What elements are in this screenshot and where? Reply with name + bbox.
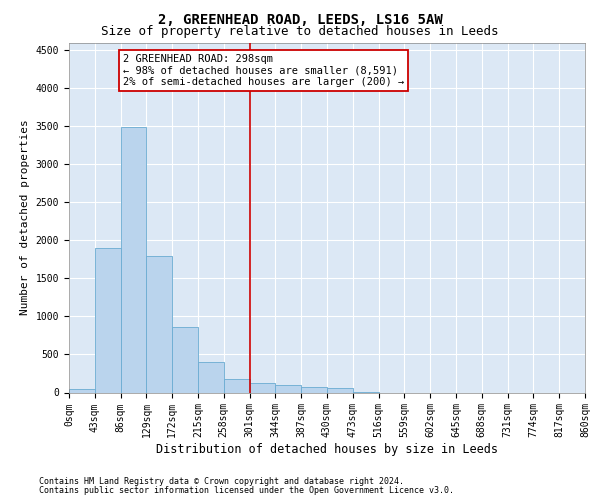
Text: Size of property relative to detached houses in Leeds: Size of property relative to detached ho… [101, 25, 499, 38]
Bar [301, 387, 327, 392]
Bar [146, 256, 172, 392]
Bar [327, 388, 353, 392]
Text: 2, GREENHEAD ROAD, LEEDS, LS16 5AW: 2, GREENHEAD ROAD, LEEDS, LS16 5AW [158, 12, 442, 26]
Bar [95, 248, 121, 392]
Bar [69, 389, 95, 392]
Bar [275, 385, 301, 392]
Text: Contains HM Land Registry data © Crown copyright and database right 2024.: Contains HM Land Registry data © Crown c… [39, 477, 404, 486]
Bar [250, 382, 275, 392]
Bar [198, 362, 224, 392]
Bar [121, 127, 146, 392]
Text: Contains public sector information licensed under the Open Government Licence v3: Contains public sector information licen… [39, 486, 454, 495]
Text: 2 GREENHEAD ROAD: 298sqm
← 98% of detached houses are smaller (8,591)
2% of semi: 2 GREENHEAD ROAD: 298sqm ← 98% of detach… [123, 54, 404, 87]
X-axis label: Distribution of detached houses by size in Leeds: Distribution of detached houses by size … [156, 443, 498, 456]
Y-axis label: Number of detached properties: Number of detached properties [20, 120, 30, 316]
Bar [224, 379, 250, 392]
Bar [172, 328, 198, 392]
